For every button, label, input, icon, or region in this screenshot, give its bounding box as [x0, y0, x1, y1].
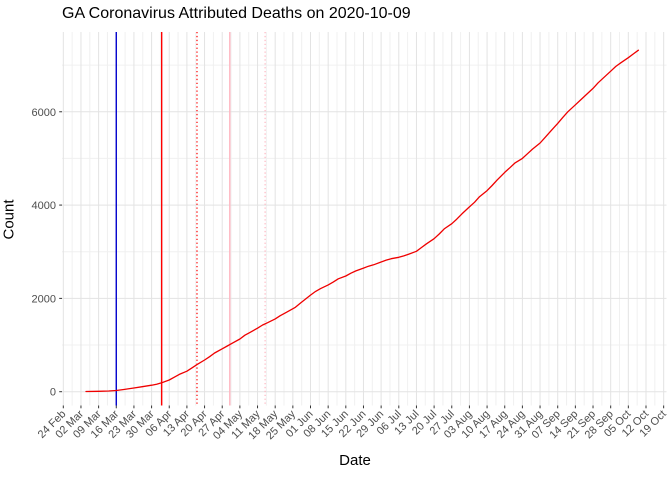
- x-axis-title: Date: [339, 452, 371, 469]
- y-tick-label: 4000: [32, 200, 56, 212]
- chart-title: GA Coronavirus Attributed Deaths on 2020…: [62, 5, 411, 22]
- y-tick-label: 6000: [32, 107, 56, 119]
- y-tick-label: 0: [50, 387, 56, 399]
- y-axis-title: Count: [0, 199, 18, 240]
- y-tick-label: 2000: [32, 293, 56, 305]
- data-line-cumulative-deaths: [85, 49, 640, 393]
